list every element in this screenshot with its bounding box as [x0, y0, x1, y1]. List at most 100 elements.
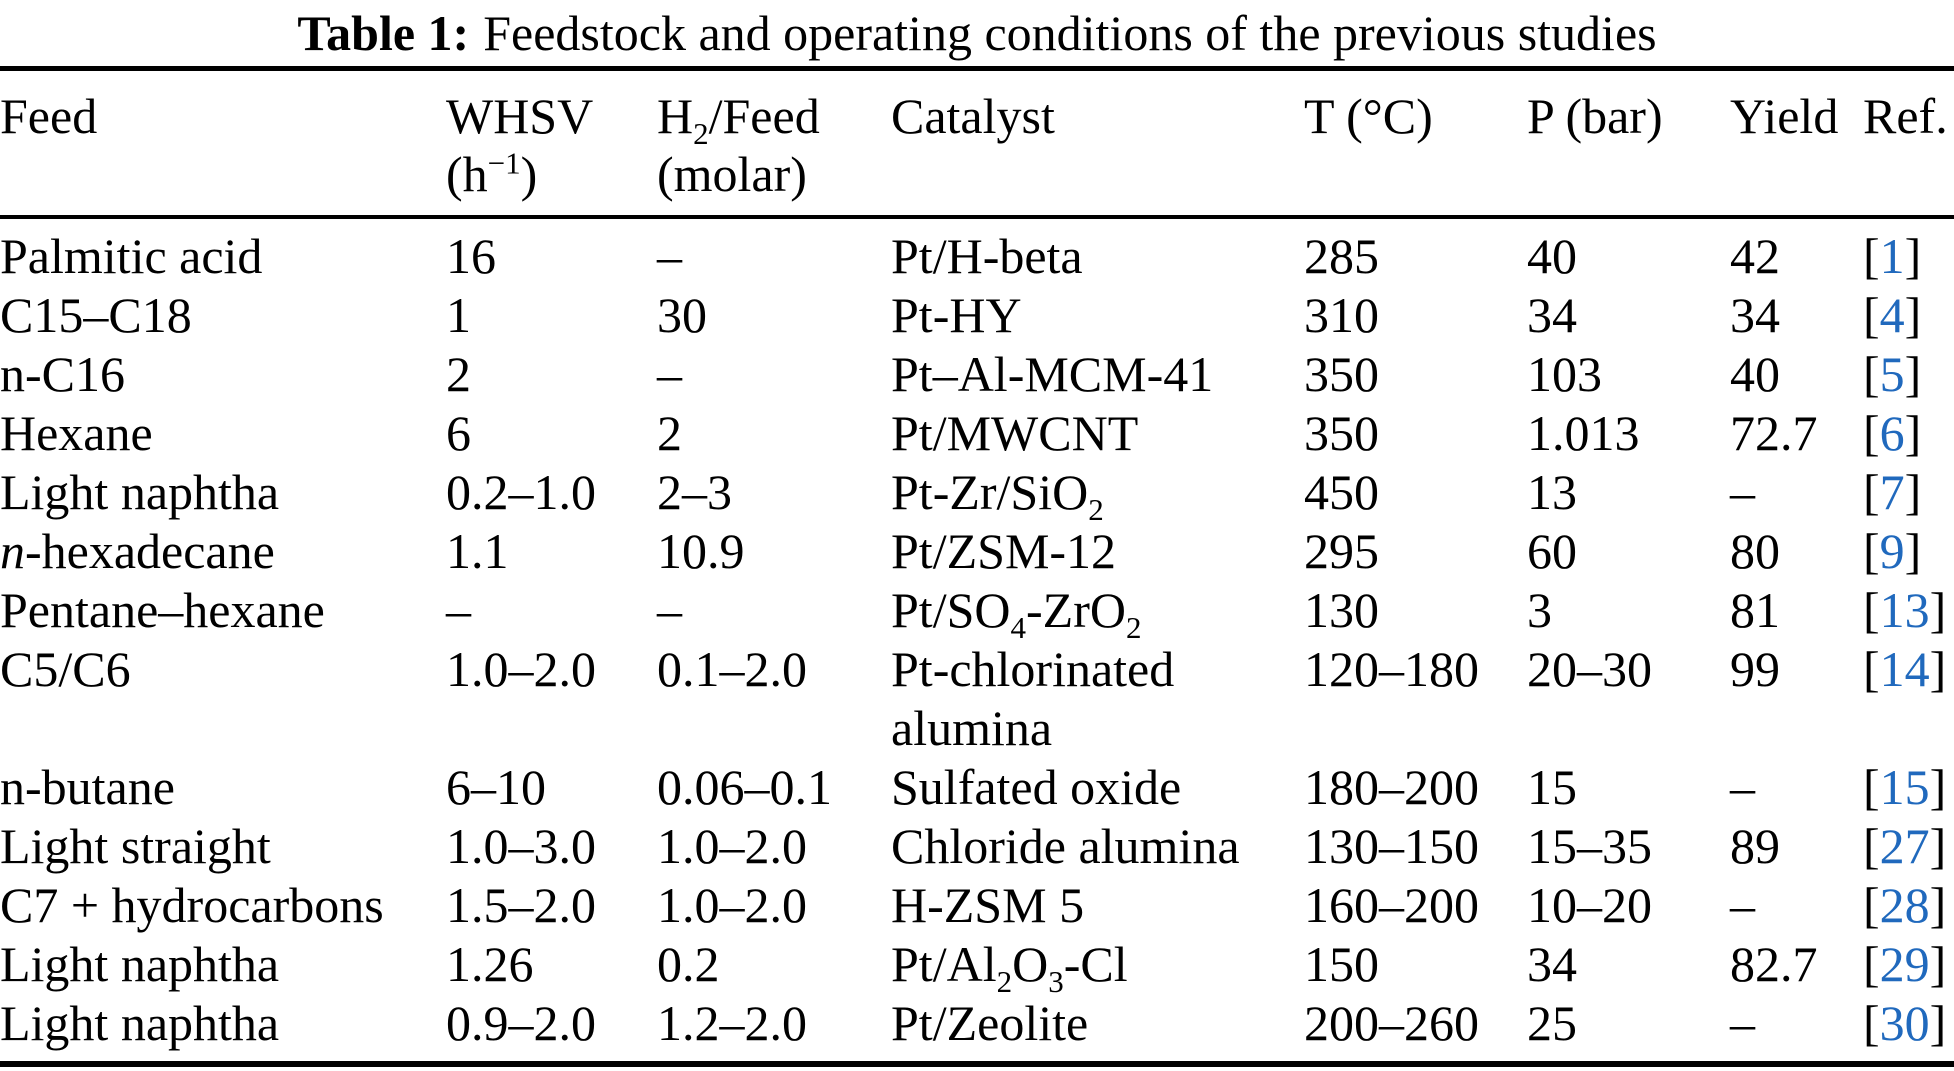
- ref-link[interactable]: 13: [1879, 582, 1930, 638]
- cell-yield: 40: [1730, 346, 1780, 402]
- cell-t_c: 130: [1304, 582, 1379, 638]
- header-cell-t_c: T (°C): [1304, 68, 1527, 219]
- cell-t_c: 130–150: [1304, 818, 1479, 874]
- cell-ref: [5]: [1863, 346, 1922, 402]
- cell-p_bar: 10–20: [1527, 877, 1652, 933]
- table-title-caption: Feedstock and operating conditions of th…: [483, 5, 1657, 61]
- cell-catalyst: Pt/SO4-ZrO2: [891, 582, 1142, 645]
- cell-feed: Light straight: [0, 818, 271, 874]
- cell-p_bar: 15–35: [1527, 818, 1652, 874]
- cell-feed: C15–C18: [0, 287, 192, 343]
- cell-yield: –: [1730, 464, 1755, 520]
- header-cell-feed: Feed: [0, 68, 446, 219]
- cell-p_bar: 13: [1527, 464, 1577, 520]
- cell-whsv: 0.9–2.0: [446, 995, 596, 1051]
- cell-t_c: 350: [1304, 346, 1379, 402]
- ref-link[interactable]: 6: [1879, 405, 1905, 461]
- cell-yield: 42: [1730, 228, 1780, 284]
- cell-catalyst: Pt/Al2O3-Cl: [891, 936, 1128, 999]
- cell-catalyst: Pt/MWCNT: [891, 405, 1139, 461]
- cell-feed: Hexane: [0, 405, 153, 461]
- ref-link[interactable]: 9: [1879, 523, 1905, 579]
- table-row: Palmitic acid 16 – Pt/H-beta 285 40 42 [1]: [0, 217, 1954, 286]
- table-row: Light naphtha 1.26 0.2 Pt/Al2O3-Cl 150 34 82.7…: [0, 935, 1954, 999]
- cell-p_bar: 34: [1527, 936, 1577, 992]
- cell-whsv: 6: [446, 405, 471, 461]
- cell-t_c: 285: [1304, 228, 1379, 284]
- table-row: n-C16 2 – Pt–Al-MCM-41 350 103 40 [5]: [0, 345, 1954, 404]
- cell-p_bar: 20–30: [1527, 641, 1652, 697]
- cell-ref: [1]: [1863, 228, 1922, 284]
- cell-catalyst: Pt-chlorinated alumina: [891, 641, 1175, 756]
- cell-h2_feed: –: [657, 582, 682, 638]
- cell-t_c: 200–260: [1304, 995, 1479, 1051]
- cell-yield: 81: [1730, 582, 1780, 638]
- cell-feed: Light naphtha: [0, 936, 280, 992]
- cell-h2_feed: 2: [657, 405, 682, 461]
- cell-feed: Light naphtha: [0, 464, 280, 520]
- cell-ref: [9]: [1863, 523, 1922, 579]
- cell-h2_feed: 2–3: [657, 464, 732, 520]
- cell-yield: –: [1730, 877, 1755, 933]
- cell-catalyst: Pt-HY: [891, 287, 1022, 343]
- cell-whsv: 1: [446, 287, 471, 343]
- cell-yield: 82.7: [1730, 936, 1818, 992]
- header-cell-catalyst: Catalyst: [891, 68, 1304, 219]
- cell-t_c: 350: [1304, 405, 1379, 461]
- cell-h2_feed: 1.0–2.0: [657, 818, 807, 874]
- ref-link[interactable]: 4: [1879, 287, 1905, 343]
- cell-h2_feed: 0.1–2.0: [657, 641, 807, 697]
- cell-whsv: 1.0–2.0: [446, 641, 596, 697]
- cell-t_c: 160–200: [1304, 877, 1479, 933]
- cell-t_c: 310: [1304, 287, 1379, 343]
- cell-ref: [27]: [1863, 818, 1947, 874]
- cell-p_bar: 40: [1527, 228, 1577, 284]
- cell-catalyst: Pt/Zeolite: [891, 995, 1089, 1051]
- cell-catalyst: Sulfated oxide: [891, 759, 1182, 815]
- ref-link[interactable]: 29: [1879, 936, 1930, 992]
- cell-h2_feed: –: [657, 228, 682, 284]
- cell-catalyst: Pt/ZSM-12: [891, 523, 1117, 579]
- ref-link[interactable]: 27: [1879, 818, 1930, 874]
- cell-yield: 89: [1730, 818, 1780, 874]
- cell-yield: 72.7: [1730, 405, 1818, 461]
- cell-feed: Light naphtha: [0, 995, 280, 1051]
- cell-catalyst: Pt–Al-MCM-41: [891, 346, 1214, 402]
- cell-catalyst: H-ZSM 5: [891, 877, 1085, 933]
- cell-t_c: 450: [1304, 464, 1379, 520]
- ref-link[interactable]: 28: [1879, 877, 1930, 933]
- header-cell-yield: Yield: [1730, 68, 1863, 219]
- table-row: n-hexadecane 1.1 10.9 Pt/ZSM-12 295 60 80 [9]: [0, 522, 1954, 581]
- table-row: C15–C18 1 30 Pt-HY 310 34 34 [4]: [0, 286, 1954, 345]
- header-cell-whsv: WHSV (h−1): [446, 68, 657, 219]
- cell-yield: 99: [1730, 641, 1780, 697]
- cell-h2_feed: 1.2–2.0: [657, 995, 807, 1051]
- cell-feed: C7 + hydrocarbons: [0, 877, 384, 933]
- cell-p_bar: 3: [1527, 582, 1552, 638]
- cell-whsv: 16: [446, 228, 496, 284]
- cell-ref: [6]: [1863, 405, 1922, 461]
- table-row: C5/C6 1.0–2.0 0.1–2.0 Pt-chlorinated alumin…: [0, 640, 1954, 758]
- cell-ref: [7]: [1863, 464, 1922, 520]
- ref-link[interactable]: 15: [1879, 759, 1930, 815]
- header-cell-ref: Ref.: [1863, 68, 1954, 219]
- cell-catalyst: Pt-Zr/SiO2: [891, 464, 1104, 527]
- cell-whsv: 0.2–1.0: [446, 464, 596, 520]
- cell-whsv: 2: [446, 346, 471, 402]
- cell-p_bar: 1.013: [1527, 405, 1640, 461]
- ref-link[interactable]: 5: [1879, 346, 1905, 402]
- conditions-table: Feed WHSV (h−1) H2/Feed (molar) Catalyst T (°C…: [0, 66, 1954, 1067]
- ref-link[interactable]: 30: [1879, 995, 1930, 1051]
- table-row: Light naphtha 0.9–2.0 1.2–2.0 Pt/Zeolite 200…: [0, 994, 1954, 1064]
- cell-ref: [29]: [1863, 936, 1947, 992]
- cell-ref: [28]: [1863, 877, 1947, 933]
- table-row: Pentane–hexane – – Pt/SO4-ZrO2 130 3 81 [13]: [0, 581, 1954, 645]
- ref-link[interactable]: 14: [1879, 641, 1930, 697]
- ref-link[interactable]: 1: [1879, 228, 1905, 284]
- cell-ref: [14]: [1863, 641, 1947, 697]
- table-title: Table 1: Feedstock and operating conditio…: [0, 0, 1954, 66]
- cell-ref: [15]: [1863, 759, 1947, 815]
- cell-yield: –: [1730, 995, 1755, 1051]
- table-row: C7 + hydrocarbons 1.5–2.0 1.0–2.0 H-ZSM 5 16…: [0, 876, 1954, 935]
- ref-link[interactable]: 7: [1879, 464, 1905, 520]
